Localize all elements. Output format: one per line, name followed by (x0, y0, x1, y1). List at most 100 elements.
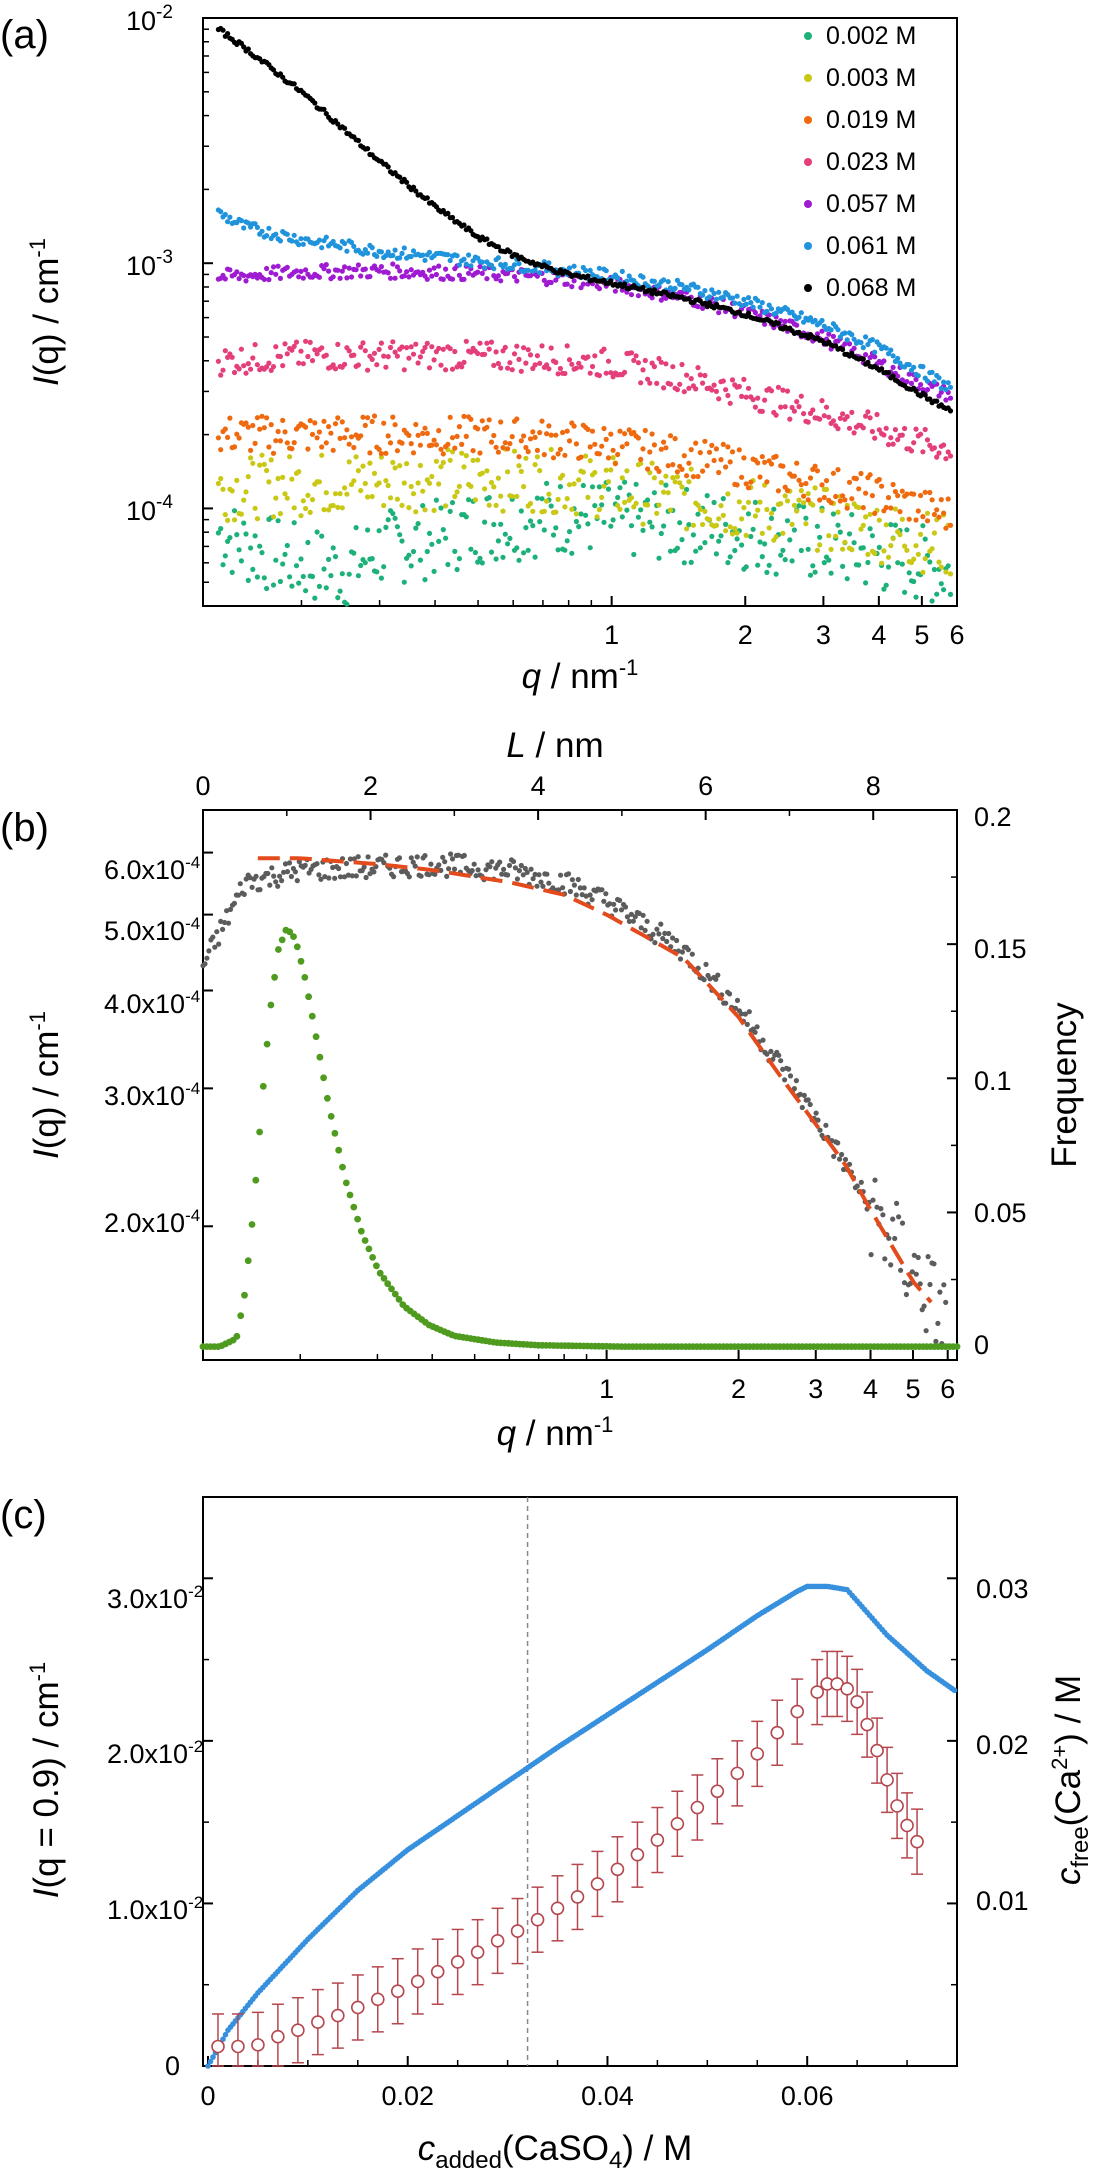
data-point (507, 360, 513, 366)
data-point (210, 2054, 216, 2060)
data-point (420, 430, 426, 436)
data-point (656, 931, 662, 937)
data-point (782, 493, 788, 499)
y-tick-label: 2.0x10-4 (104, 1206, 200, 1238)
data-point (640, 446, 646, 452)
data-point (291, 232, 297, 238)
data-point (922, 489, 928, 495)
data-point (387, 495, 394, 501)
data-point (934, 398, 940, 404)
data-point (766, 312, 772, 318)
data-point (544, 431, 550, 437)
data-point (662, 930, 668, 937)
data-point (688, 376, 694, 382)
data-point (463, 338, 469, 344)
data-point (695, 365, 701, 371)
data-point (690, 474, 697, 480)
data-point (540, 883, 546, 889)
data-point (635, 293, 642, 299)
data-point (610, 447, 616, 453)
data-point (679, 466, 685, 472)
data-point (544, 362, 550, 368)
data-point (277, 353, 283, 360)
data-point (633, 353, 639, 359)
data-point (718, 533, 724, 539)
data-point (390, 339, 396, 345)
data-point (420, 252, 426, 258)
data-point (601, 519, 607, 525)
data-point (530, 429, 536, 435)
data-point (401, 245, 407, 251)
data-point (429, 442, 435, 448)
data-point (943, 1299, 949, 1305)
data-point (270, 67, 277, 73)
data-point (764, 1051, 770, 1057)
data-point (902, 589, 908, 595)
data-point (431, 437, 437, 443)
data-point (378, 575, 384, 581)
data-point (881, 358, 887, 364)
data-point (300, 361, 306, 367)
data-point (500, 554, 506, 560)
data-point (365, 146, 371, 152)
data-point (807, 315, 814, 321)
data-point (789, 558, 795, 564)
data-point (775, 384, 782, 390)
legend-label: 0.061 M (826, 232, 916, 260)
data-point (498, 521, 504, 527)
data-point (365, 1245, 373, 1253)
data-point (311, 2015, 325, 2029)
data-point (867, 355, 873, 361)
data-point (357, 1227, 365, 1235)
data-point (605, 486, 612, 492)
data-point (941, 379, 947, 385)
data-point (745, 385, 752, 391)
data-point (650, 1833, 665, 1847)
data-point (872, 435, 878, 441)
data-point (479, 259, 485, 265)
data-point (337, 874, 344, 880)
data-point (791, 527, 798, 533)
data-point (697, 450, 703, 456)
data-point (938, 389, 944, 395)
data-point (348, 481, 355, 488)
data-point (931, 445, 938, 451)
data-point (764, 308, 770, 314)
data-point (489, 859, 495, 865)
data-point (853, 476, 860, 482)
data-point (583, 453, 589, 459)
data-point (264, 265, 270, 272)
data-point (326, 424, 332, 430)
data-point (695, 502, 701, 508)
panel-c-series (205, 1497, 958, 2069)
data-point (307, 509, 313, 515)
data-point (775, 320, 782, 326)
data-point (876, 517, 882, 523)
data-point (293, 943, 301, 951)
data-point (892, 1235, 898, 1242)
data-point (261, 575, 267, 581)
data-point (348, 239, 355, 245)
data-point (518, 438, 524, 444)
data-point (924, 510, 931, 516)
data-point (336, 865, 342, 872)
data-point (736, 499, 742, 505)
data-point (300, 573, 306, 580)
data-point (358, 562, 364, 569)
data-point (555, 496, 561, 502)
data-point (640, 527, 646, 534)
data-point (633, 500, 639, 506)
data-point (358, 433, 364, 439)
data-point (748, 479, 754, 485)
data-point (706, 294, 713, 300)
data-point (395, 1296, 403, 1303)
data-point (729, 449, 736, 455)
data-point (261, 276, 267, 282)
data-point (284, 869, 291, 875)
data-point (557, 484, 564, 490)
data-point (309, 431, 316, 437)
data-point (264, 233, 270, 239)
data-point (277, 438, 283, 444)
data-point (390, 1984, 405, 1999)
panel-b: (b) 6.0x10-4 5.0x10-4 4.0x10-4 3.0x10-4 … (0, 726, 1084, 1453)
